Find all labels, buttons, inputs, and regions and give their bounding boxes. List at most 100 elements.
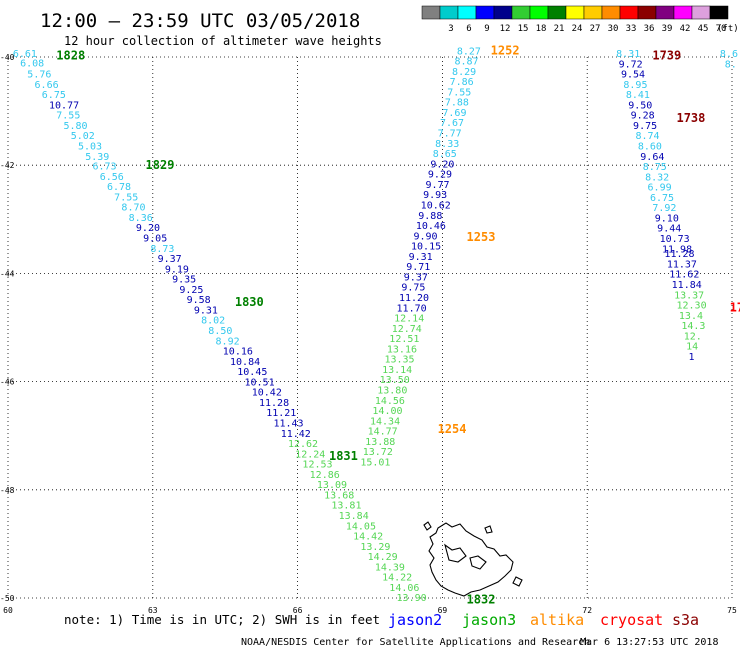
swh-value-label: 14.22 xyxy=(382,573,412,584)
lon-tick-label: 69 xyxy=(438,606,448,615)
scale-label: 45 xyxy=(698,24,709,34)
swh-value-label: 10.62 xyxy=(421,200,451,211)
swh-value-label: 9.77 xyxy=(426,180,450,191)
scale-swatch xyxy=(619,5,639,20)
scale-label: 12 xyxy=(500,24,511,34)
swh-value-label: 10.73 xyxy=(660,234,690,245)
pass-time-labels: 1828 1829 1830 1831 1832 1252 1253 1254 1739 1738… xyxy=(56,43,740,606)
swh-value-label: 8.02 xyxy=(201,316,225,327)
header-subtitle: 12 hour collection of altimeter wave hei… xyxy=(64,34,382,48)
swh-value-label: 9.90 xyxy=(413,231,437,242)
swh-value-label: 14.34 xyxy=(370,416,400,427)
swh-value-label: 12.24 xyxy=(295,449,325,460)
swh-value-label: 13.68 xyxy=(324,490,354,501)
lon-tick-label: 60 xyxy=(3,606,13,615)
swh-value-label: 8.75 xyxy=(643,162,667,173)
kerguelen-island-icon xyxy=(423,521,523,597)
axis-tick-labels: 60 63 66 69 72 75 -40 -42 -44 -46 -48 -50 xyxy=(0,53,737,615)
legend-cryosat: cryosat xyxy=(600,611,663,629)
swh-value-label: 8.60 xyxy=(638,142,662,153)
swh-value-label: 5.80 xyxy=(64,121,88,132)
swh-value-label: 8.29 xyxy=(452,67,476,78)
swh-value-label: 7.55 xyxy=(56,111,80,122)
swh-value-label: 8.33 xyxy=(435,139,459,150)
legend-s3a: s3a xyxy=(672,611,699,629)
swh-value-label: 14.00 xyxy=(372,406,402,417)
altimeter-tracks: 6.616.085.766.666.7510.777.555.805.025.0… xyxy=(13,46,738,604)
swh-value-label: 9.37 xyxy=(404,272,428,283)
swh-value-label: 9.75 xyxy=(633,121,657,132)
lat-tick-label: -44 xyxy=(0,269,15,278)
lat-tick-label: -42 xyxy=(0,161,15,170)
lon-tick-label: 72 xyxy=(582,606,592,615)
footer-note: note: 1) Time is in UTC; 2) SWH is in fe… xyxy=(64,612,380,627)
swh-value-label: 9.19 xyxy=(165,264,189,275)
swh-value-label: 14.77 xyxy=(368,427,398,438)
lat-tick-label: -48 xyxy=(0,486,15,495)
swh-value-label: 1 xyxy=(689,352,695,363)
swh-value-label: 8.50 xyxy=(208,326,232,337)
scale-label: 33 xyxy=(626,24,637,34)
swh-value-label: 13.4 xyxy=(679,311,703,322)
swh-value-label: 10.42 xyxy=(252,388,282,399)
scale-label: 9 xyxy=(484,24,489,34)
swh-value-label: 9.29 xyxy=(428,170,452,181)
swh-value-label: 13.81 xyxy=(331,501,361,512)
scale-label: 42 xyxy=(680,24,691,34)
swh-value-label: 9.75 xyxy=(401,283,425,294)
swh-value-label: 6.73 xyxy=(92,162,116,173)
swh-value-label: 9.20 xyxy=(136,223,160,234)
swh-value-label: 10.16 xyxy=(223,347,253,358)
scale-label: 70 xyxy=(716,24,727,34)
swh-value-label: 11.84 xyxy=(672,280,702,291)
lon-tick-label: 63 xyxy=(148,606,158,615)
lon-tick-label: 75 xyxy=(727,606,737,615)
swh-value-label: 12. xyxy=(684,331,702,342)
swh-value-label: 12.74 xyxy=(392,324,422,335)
swh-value-label: 9.54 xyxy=(621,70,645,81)
swh-value-label: 12.30 xyxy=(676,301,706,312)
swh-value-label: 9.64 xyxy=(640,152,664,163)
swh-value-label: 14.06 xyxy=(389,583,419,594)
scale-label: 18 xyxy=(536,24,547,34)
scale-swatch xyxy=(493,5,513,20)
swh-value-label: 7.67 xyxy=(440,118,464,129)
swh-value-label: 9.93 xyxy=(423,190,447,201)
pass-time-label: 1253 xyxy=(467,230,496,244)
pass-time-label: 1739 xyxy=(652,49,681,63)
scale-label: 36 xyxy=(644,24,655,34)
swh-value-label: 8.70 xyxy=(121,203,145,214)
swh-value-label: 9.50 xyxy=(628,100,652,111)
swh-value-label: 9.35 xyxy=(172,275,196,286)
scale-label: 39 xyxy=(662,24,673,34)
lat-lon-grid xyxy=(7,56,733,599)
swh-value-label: 13.88 xyxy=(365,437,395,448)
header-title: 12:00 — 23:59 UTC 03/05/2018 xyxy=(40,10,360,32)
swh-value-label: 14.05 xyxy=(346,521,376,532)
legend-altika: altika xyxy=(530,611,584,629)
scale-swatch xyxy=(709,5,729,20)
swh-value-label: 9.25 xyxy=(179,285,203,296)
scale-swatch xyxy=(439,5,459,20)
scale-label: 30 xyxy=(608,24,619,34)
footer-credit: NOAA/NESDIS Center for Satellite Applica… xyxy=(241,637,590,648)
scale-label: 27 xyxy=(590,24,601,34)
scale-swatch xyxy=(511,5,531,20)
scale-swatch xyxy=(529,5,549,20)
swh-value-label: 7.77 xyxy=(438,129,462,140)
swh-value-label: 13.35 xyxy=(384,355,414,366)
scale-swatch xyxy=(475,5,495,20)
swh-value-label: 9.58 xyxy=(187,295,211,306)
swh-value-label: 10.51 xyxy=(245,377,275,388)
track: 8.278.878.297.867.557.887.697.677.778.33… xyxy=(360,46,481,468)
pass-time-label: 1830 xyxy=(235,295,264,309)
swh-value-label: 6.78 xyxy=(107,182,131,193)
scale-unit: (ft) xyxy=(717,24,739,34)
swh-value-label: 13.37 xyxy=(674,290,704,301)
swh-value-label: 12.51 xyxy=(389,334,419,345)
lat-tick-label: -40 xyxy=(0,53,15,62)
swh-value-label: 11.37 xyxy=(667,259,697,270)
pass-time-label: 1254 xyxy=(438,422,467,436)
swh-value-label: 6.61 xyxy=(13,49,37,60)
